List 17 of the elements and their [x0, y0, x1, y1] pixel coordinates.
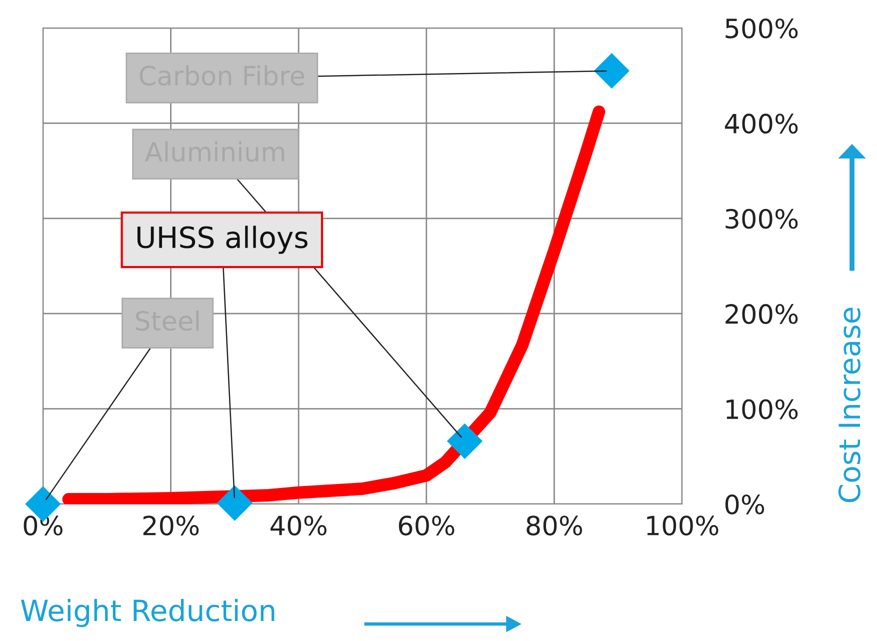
x-tick-label: 60%	[398, 516, 454, 536]
y-tick-label: 100%	[726, 399, 798, 420]
x-tick-label: 80%	[526, 516, 582, 536]
point	[594, 53, 630, 89]
y-tick-label: 500%	[726, 18, 798, 38]
point	[446, 423, 483, 460]
y-tick-label: 400%	[724, 114, 798, 134]
x-tick-label: 100%	[647, 516, 718, 536]
x-axis-title: Weight Reduction	[20, 598, 274, 628]
annotation: UHSS alloys	[137, 226, 308, 254]
x-tick-label: 20%	[143, 516, 199, 536]
y-axis-title: Cost Increase	[838, 308, 860, 502]
x-tick-label: 40%	[270, 516, 326, 536]
y-tick-label: 300%	[726, 208, 798, 229]
y-tick-label: 200%	[726, 304, 798, 324]
y-tick-label: 0%	[725, 494, 764, 514]
point	[216, 485, 253, 521]
